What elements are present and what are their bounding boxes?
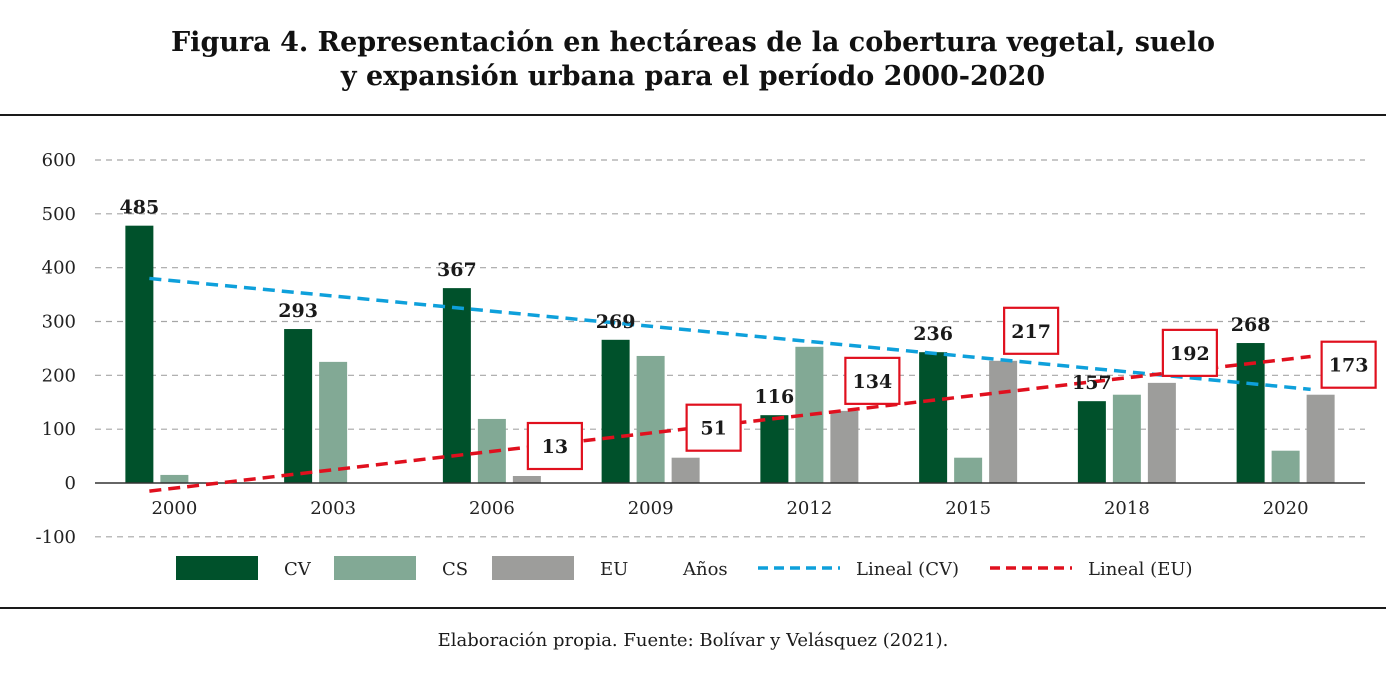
bar-cv — [125, 225, 154, 483]
data-label-cv: 485 — [120, 197, 160, 219]
y-tick-label: 500 — [42, 204, 76, 225]
data-label-cv: 268 — [1231, 314, 1271, 336]
bar-cs — [319, 361, 348, 483]
x-axis-ticks: 2000 2003 2006 2009 2012 2015 2018 2020 — [151, 498, 1308, 519]
data-label-box-eu — [1003, 306, 1060, 355]
bar-eu — [512, 476, 541, 483]
y-tick-label: 600 — [42, 150, 76, 171]
data-label-box-eu — [685, 403, 742, 452]
legend-label-cs: CS — [442, 559, 468, 580]
legend-label-eu: EU — [600, 559, 628, 580]
y-tick-label: 200 — [42, 365, 76, 386]
legend-label-linealeu: Lineal (EU) — [1088, 559, 1193, 580]
data-label-cv: 269 — [596, 311, 636, 333]
data-label-eu: 134 — [853, 371, 893, 393]
legend-swatch-eu — [492, 556, 574, 580]
y-tick-label: 400 — [42, 258, 76, 279]
trendline-linealeu — [149, 354, 1311, 493]
bar-cv — [760, 415, 789, 483]
x-tick-label: 2015 — [945, 498, 991, 519]
data-labels: 485 293 367 13 269 51 116 134 236 217 157 192 268 173 — [120, 197, 1377, 471]
bar-eu — [1306, 394, 1335, 483]
x-tick-label: 2018 — [1104, 498, 1150, 519]
y-tick-label: 300 — [42, 312, 76, 333]
bar-eu — [830, 410, 859, 483]
data-label-cv: 367 — [437, 259, 477, 281]
trendlines — [149, 276, 1311, 493]
data-label-eu: 173 — [1329, 355, 1369, 377]
y-tick-label: -100 — [36, 527, 76, 548]
chart-title: Figura 4. Representación en hectáreas de… — [0, 26, 1386, 94]
bars — [125, 225, 1335, 483]
top-divider — [0, 114, 1386, 116]
trendline-linealcv — [149, 276, 1311, 392]
bar-cs — [1271, 450, 1300, 483]
data-label-eu: 51 — [700, 418, 726, 440]
chart-title-line-1: Figura 4. Representación en hectáreas de… — [171, 27, 1215, 58]
bar-eu — [1147, 382, 1176, 483]
bar-cs — [160, 474, 189, 483]
bar-cv — [442, 288, 471, 483]
x-tick-label: 2020 — [1263, 498, 1309, 519]
bar-cv — [1236, 343, 1265, 483]
bar-cs — [636, 355, 665, 483]
chart-title-line-2: y expansión urbana para el período 2000-… — [340, 61, 1046, 92]
data-label-box-eu — [1320, 340, 1377, 389]
y-tick-label: 0 — [65, 473, 76, 494]
x-tick-label: 2006 — [469, 498, 515, 519]
source-note: Elaboración propia. Fuente: Bolívar y Ve… — [437, 630, 949, 651]
bar-cv — [284, 329, 313, 483]
x-tick-label: 2003 — [310, 498, 356, 519]
bar-cs — [954, 457, 983, 483]
bar-cv — [1077, 401, 1106, 483]
data-label-cv: 116 — [755, 386, 795, 408]
data-label-eu: 217 — [1011, 321, 1051, 343]
x-tick-label: 2012 — [786, 498, 832, 519]
bar-cv — [601, 339, 630, 483]
data-label-cv: 293 — [278, 300, 318, 322]
bar-eu — [671, 457, 700, 483]
data-label-eu: 192 — [1170, 343, 1210, 365]
legend: CV CS EU Años Lineal (CV) Lineal (EU) — [176, 556, 1193, 580]
data-label-eu: 13 — [542, 436, 568, 458]
bar-cv — [919, 352, 948, 483]
legend-swatch-cs — [334, 556, 416, 580]
bar-eu — [989, 360, 1018, 483]
x-tick-label: 2000 — [151, 498, 197, 519]
bar-chart: -100 0 100 200 300 400 500 600 2000 2003 2006 2009… — [36, 150, 1377, 580]
y-axis-ticks: -100 0 100 200 300 400 500 600 — [36, 150, 76, 548]
bottom-divider — [0, 607, 1386, 609]
legend-swatch-cv — [176, 556, 258, 580]
y-tick-label: 100 — [42, 419, 76, 440]
legend-label-linealcv: Lineal (CV) — [856, 559, 959, 580]
x-tick-label: 2009 — [628, 498, 674, 519]
data-label-box-eu — [526, 421, 583, 471]
data-label-box-eu — [844, 356, 901, 405]
bar-cs — [1112, 394, 1141, 483]
legend-label-años: Años — [682, 559, 728, 580]
data-label-cv: 157 — [1072, 372, 1112, 394]
data-label-cv: 236 — [913, 323, 953, 345]
legend-label-cv: CV — [284, 559, 312, 580]
data-label-box-eu — [1161, 328, 1218, 377]
